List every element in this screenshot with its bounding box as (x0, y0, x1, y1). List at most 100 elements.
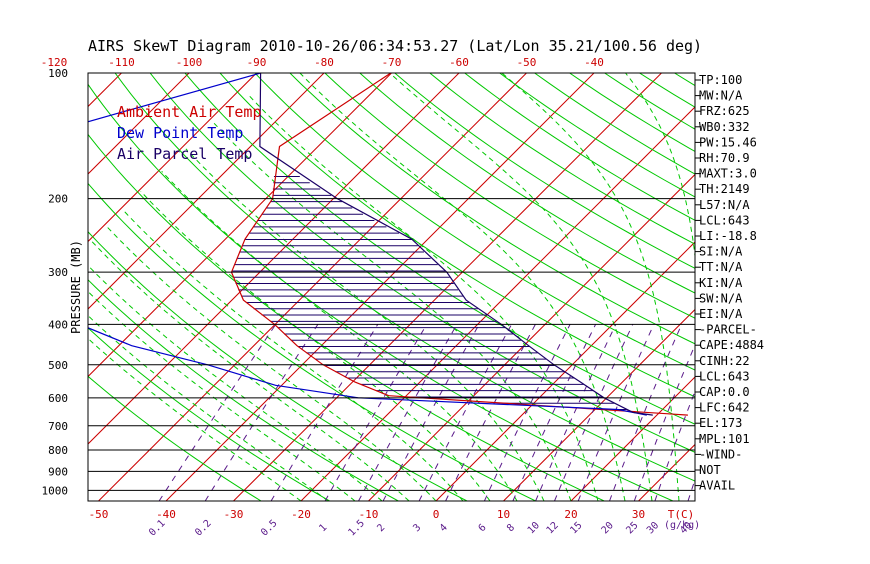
index-label: RH:70.9 (699, 151, 750, 165)
mixing-ratio-tick-label: 0.5 (259, 518, 280, 539)
dry-adiabat-line (465, 73, 870, 501)
mixing-ratio-tick-label: 8 (505, 522, 517, 534)
pressure-tick-label: 200 (48, 193, 68, 206)
pressure-tick-label: 600 (48, 392, 68, 405)
moist-adiabat-line (77, 254, 382, 501)
top-temp-tick-label: -60 (449, 56, 469, 69)
dry-adiabat-line (360, 73, 870, 501)
pressure-tick-label: 1000 (42, 484, 69, 497)
index-label: EI:N/A (699, 307, 743, 321)
bottom-temp-tick-label: -20 (291, 508, 311, 521)
mixing-ratio-unit-label: (g/kg) (664, 520, 700, 531)
dry-adiabat-line (849, 73, 870, 501)
chart-title: AIRS SkewT Diagram 2010-10-26/06:34:53.2… (88, 37, 702, 55)
bottom-temp-tick-label: -10 (359, 508, 379, 521)
mixing-ratio-tick-label: 6 (477, 522, 489, 534)
index-label: PW:15.46 (699, 135, 757, 149)
isotherm-line (0, 73, 54, 501)
cape-hatching (232, 176, 627, 409)
dry-adiabat-line (744, 73, 870, 501)
moist-adiabat-line (214, 123, 571, 501)
index-label: FRZ:625 (699, 104, 750, 118)
mixing-ratio-tick-label: 20 (600, 520, 616, 536)
legend: Ambient Air Temp Dew Point Temp Air Parc… (117, 103, 262, 163)
mixing-ratio-tick-label: 1 (317, 522, 329, 534)
index-label: LFC:642 (699, 401, 750, 415)
isotherm-line (504, 73, 870, 501)
dry-adiabat-line (779, 73, 870, 501)
mixing-ratio-line (419, 324, 512, 501)
mixing-ratio-line (159, 324, 276, 501)
dry-adiabat-line (185, 73, 870, 501)
mixing-ratio-tick-label: 2 (375, 522, 387, 534)
index-label: MAXT:3.0 (699, 167, 757, 181)
top-temp-tick-label: -110 (108, 56, 135, 69)
index-label: EL:173 (699, 416, 742, 430)
isotherm-line (234, 73, 662, 501)
bottom-temp-tick-label: 20 (564, 508, 577, 521)
moist-adiabat-line (390, 73, 652, 501)
mixing-ratio-tick-label: 4 (438, 522, 450, 534)
index-label: -WIND- (699, 447, 742, 461)
isotherm-line (841, 73, 870, 501)
dry-adiabat-line (220, 73, 870, 501)
pressure-tick-label: 500 (48, 359, 68, 372)
mixing-ratio-tick-label: 1.5 (346, 518, 367, 539)
pressure-tick-label: 900 (48, 465, 68, 478)
top-temp-tick-label: -100 (176, 56, 203, 69)
sounding-series (0, 73, 688, 415)
index-label: TT:N/A (699, 260, 743, 274)
moist-adiabat-line (502, 73, 679, 501)
y-axis-label: PRESSURE (MB) (69, 240, 83, 334)
index-label: L57:N/A (699, 198, 750, 212)
pressure-tick-label: 800 (48, 444, 68, 457)
bottom-temp-tick-label: -50 (89, 508, 109, 521)
mixing-ratio-tick-label: 3 (411, 522, 423, 534)
top-temp-tick-label: -70 (382, 56, 402, 69)
top-temp-tick-label: -90 (247, 56, 267, 69)
index-label: LCL:643 (699, 369, 750, 383)
mixing-ratio-line (271, 324, 378, 501)
index-label: WB0:332 (699, 120, 750, 134)
pressure-tick-label: 700 (48, 420, 68, 433)
mixing-ratio-line (325, 324, 427, 501)
isotherm-line (436, 73, 864, 501)
index-label: CAPE:4884 (699, 338, 764, 352)
index-label: SW:N/A (699, 291, 743, 305)
mixing-ratio-tick-label: 0.1 (147, 518, 168, 539)
isotherm-line (0, 73, 122, 501)
mixing-ratio-tick-label: 15 (568, 520, 584, 536)
dry-adiabat-line (500, 73, 870, 501)
top-temp-tick-label: -40 (584, 56, 604, 69)
index-label: LI:-18.8 (699, 229, 757, 243)
legend-dew-point-temp: Dew Point Temp (117, 124, 243, 142)
legend-air-parcel-temp: Air Parcel Temp (117, 145, 252, 163)
index-label: TP:100 (699, 73, 742, 87)
index-label: TH:2149 (699, 182, 750, 196)
top-temp-tick-label: -50 (517, 56, 537, 69)
pressure-tick-label: 400 (48, 318, 68, 331)
index-label: AVAIL (699, 479, 735, 493)
index-label: MW:N/A (699, 89, 743, 103)
index-label: -PARCEL- (699, 323, 757, 337)
bottom-temp-tick-label: -30 (224, 508, 244, 521)
top-temp-tick-label: -80 (314, 56, 334, 69)
bottom-temp-tick-label: 0 (433, 508, 440, 521)
index-label: LCL:643 (699, 213, 750, 227)
moist-adiabat-line (626, 73, 707, 501)
legend-ambient-air-temp: Ambient Air Temp (117, 103, 262, 121)
dry-adiabat-line (255, 73, 870, 501)
dew-point-temp-line (0, 73, 647, 415)
bottom-temp-tick-label: 10 (497, 508, 510, 521)
dry-adiabat-line (814, 73, 870, 501)
index-label: SI:N/A (699, 245, 743, 259)
pressure-tick-label: 300 (48, 266, 68, 279)
mixing-ratio-tick-label: 0.2 (193, 518, 214, 539)
mixing-ratio-line (513, 324, 596, 501)
mixing-ratio-tick-label: 30 (645, 520, 661, 536)
index-label: CAP:0.0 (699, 385, 750, 399)
top-temp-tick-label: -120 (41, 56, 68, 69)
isotherm-line (774, 73, 870, 501)
